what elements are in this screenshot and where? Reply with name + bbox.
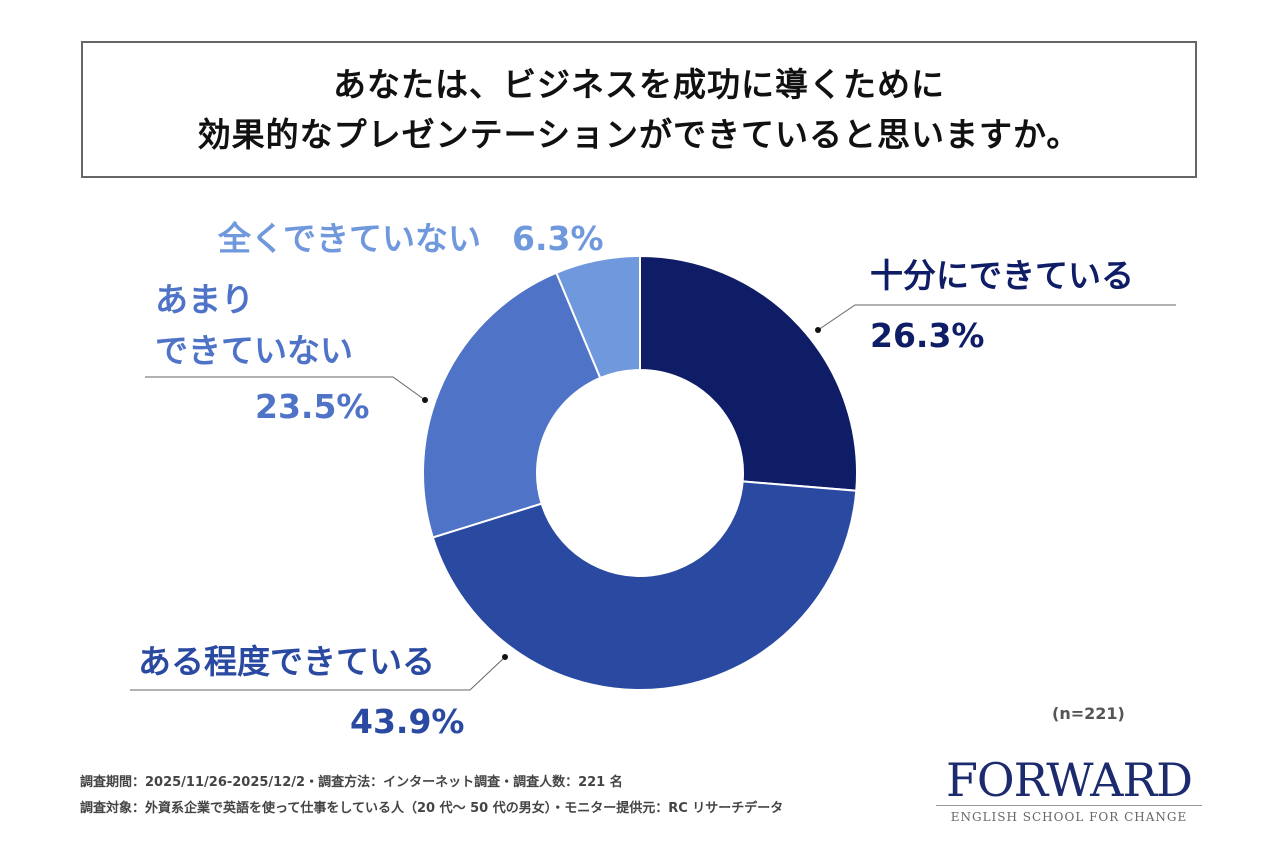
forward-logo: FORWARD ENGLISH SCHOOL FOR CHANGE xyxy=(936,757,1202,824)
slice-value-3: 6.3% xyxy=(512,219,604,258)
slice-label-0: 十分にできている xyxy=(870,256,1134,295)
sample-size: (n=221) xyxy=(1052,704,1125,723)
slice-label-1: ある程度できている xyxy=(138,642,435,681)
slice-value-1: 43.9% xyxy=(350,702,465,741)
slice-label-2b: できていない xyxy=(155,331,353,370)
leader-line-1 xyxy=(130,656,506,691)
donut-slice-3 xyxy=(555,254,641,380)
logo-name: FORWARD xyxy=(936,757,1202,806)
footer-survey-target: 調査対象：外資系企業で英語を使って仕事をしている人（20 代～ 50 代の男女）… xyxy=(80,801,784,816)
leader-dot-2 xyxy=(422,397,428,403)
leader-line-0 xyxy=(817,304,1176,331)
slice-label-3: 全くできていない xyxy=(217,219,481,258)
donut-slice-2 xyxy=(422,271,602,539)
chart-title: あなたは、ビジネスを成功に導くために 効果的なプレゼンテーションができていると思… xyxy=(81,41,1197,178)
title-line-1: あなたは、ビジネスを成功に導くために xyxy=(333,64,945,104)
slice-value-0: 26.3% xyxy=(870,316,985,355)
leader-line-2 xyxy=(145,376,426,401)
footer-survey-info: 調査期間：2025/11/26-2025/12/2・調査方法：インターネット調査… xyxy=(80,775,623,790)
title-line-2: 効果的なプレゼンテーションができていると思いますか。 xyxy=(197,114,1081,154)
slice-label-2a: あまり xyxy=(155,280,254,319)
slice-value-2: 23.5% xyxy=(255,387,370,426)
logo-tagline: ENGLISH SCHOOL FOR CHANGE xyxy=(950,810,1188,824)
leader-dot-1 xyxy=(502,654,508,660)
leader-dot-0 xyxy=(815,327,821,333)
donut-slice-0 xyxy=(639,254,858,492)
donut-slice-1 xyxy=(431,480,858,691)
